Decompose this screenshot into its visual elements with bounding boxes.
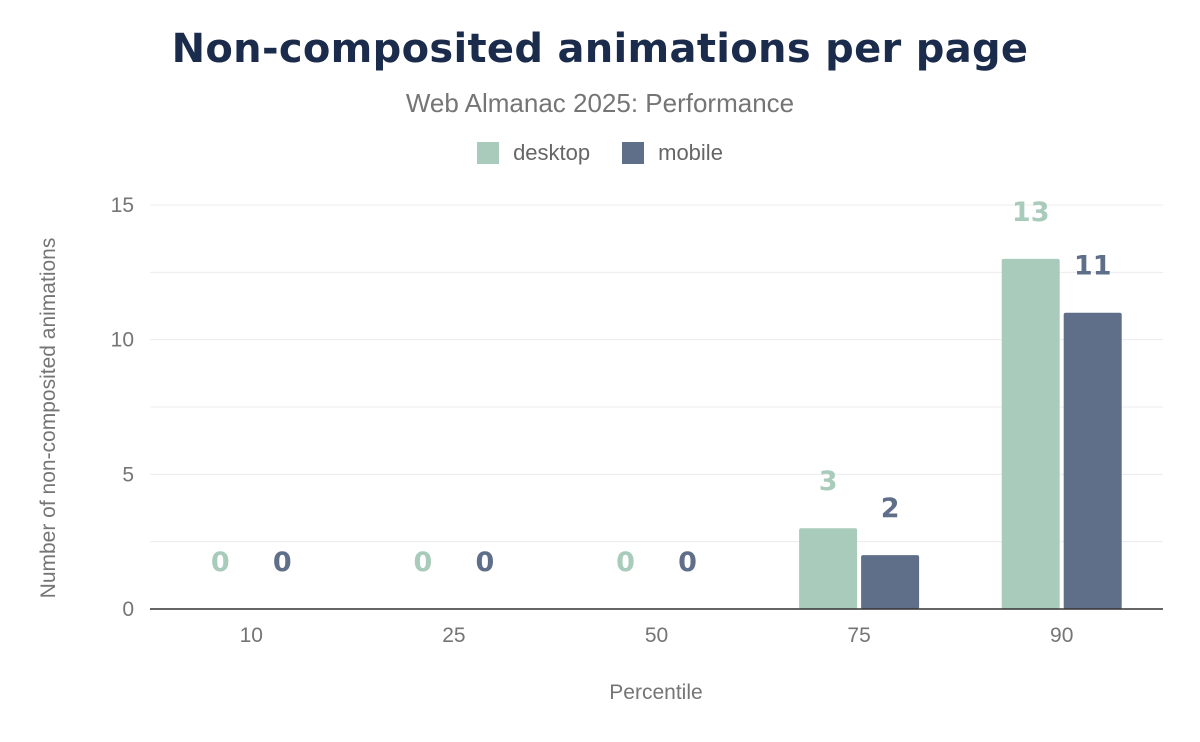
data-label-mobile-75: 2 — [881, 493, 900, 524]
data-label-mobile-50: 0 — [678, 547, 697, 578]
data-label-desktop-75: 3 — [819, 466, 838, 497]
chart-subtitle: Web Almanac 2025: Performance — [405, 88, 795, 118]
data-label-mobile-90: 11 — [1074, 251, 1112, 282]
data-label-desktop-50: 0 — [616, 547, 635, 578]
legend-label-desktop: desktop — [513, 140, 591, 165]
y-tick-label: 15 — [111, 194, 134, 217]
data-label-desktop-90: 13 — [1012, 197, 1050, 228]
bar-desktop-90[interactable] — [1001, 258, 1060, 609]
bars — [799, 258, 1122, 609]
y-tick-label: 10 — [111, 329, 134, 352]
data-label-desktop-10: 0 — [211, 547, 230, 578]
x-tick-label: 50 — [645, 624, 668, 647]
legend-swatch-mobile — [622, 142, 645, 164]
legend-label-mobile: mobile — [658, 140, 723, 165]
legend-swatch-desktop — [477, 142, 500, 164]
legend-item-desktop[interactable]: desktop — [477, 140, 590, 166]
data-labels: 0 0 0 0 0 0 3 2 13 11 — [211, 197, 1112, 578]
x-axis-label: Percentile — [609, 681, 702, 704]
y-tick-label: 0 — [122, 598, 134, 621]
data-label-mobile-25: 0 — [476, 547, 495, 578]
grid-lines — [150, 204, 1163, 543]
x-tick-label: 10 — [240, 624, 263, 647]
data-label-desktop-25: 0 — [414, 547, 433, 578]
x-tick-label: 25 — [442, 624, 465, 647]
chart-title: Non-composited animations per page — [171, 26, 1029, 72]
bar-mobile-90[interactable] — [1063, 312, 1122, 609]
y-tick-label: 5 — [122, 463, 134, 486]
chart-legend: desktop mobile — [0, 140, 1200, 166]
axes: 0 5 10 15 10 25 50 75 90 — [111, 194, 1163, 647]
bar-desktop-75[interactable] — [799, 528, 858, 609]
y-axis-label: Number of non-composited animations — [37, 238, 60, 599]
x-tick-label: 90 — [1050, 624, 1073, 647]
bar-mobile-75[interactable] — [861, 555, 920, 609]
x-tick-label: 75 — [847, 624, 870, 647]
legend-item-mobile[interactable]: mobile — [622, 140, 723, 166]
data-label-mobile-10: 0 — [273, 547, 292, 578]
